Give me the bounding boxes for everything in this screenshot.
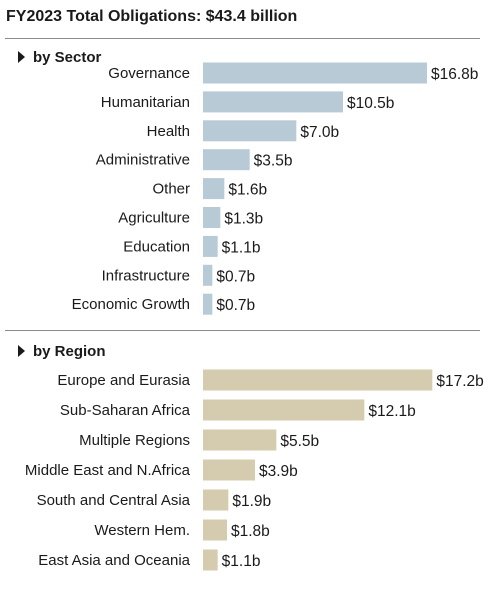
sector-bar — [203, 264, 213, 286]
sector-value-label: $0.7b — [216, 297, 255, 314]
region-category-label: Europe and Eurasia — [57, 372, 190, 389]
region-category-label: Middle East and N.Africa — [25, 462, 191, 479]
region-bar — [203, 399, 365, 421]
region-bar — [203, 519, 227, 541]
region-category-label: Multiple Regions — [79, 432, 190, 449]
sector-value-label: $1.1b — [222, 239, 261, 256]
region-bar — [203, 429, 277, 451]
chart-title: FY2023 Total Obligations: $43.4 billion — [6, 8, 298, 25]
sector-value-label: $7.0b — [300, 124, 339, 141]
title-divider — [5, 38, 480, 39]
sector-value-label: $10.5b — [347, 95, 394, 112]
sector-category-label: Governance — [108, 65, 190, 82]
sector-value-label: $1.3b — [224, 211, 263, 228]
sector-bar — [203, 149, 250, 171]
region-category-label: East Asia and Oceania — [38, 552, 190, 569]
sector-bar — [203, 120, 297, 142]
region-category-label: Western Hem. — [94, 522, 190, 539]
sector-category-label: Health — [147, 123, 190, 140]
sector-bar — [203, 91, 343, 113]
sector-category-label: Agriculture — [118, 210, 190, 227]
caret-right-icon — [18, 345, 25, 357]
caret-right-icon — [18, 51, 25, 63]
region-value-label: $12.1b — [368, 403, 415, 420]
region-value-label: $1.9b — [232, 493, 271, 510]
region-value-label: $3.9b — [259, 463, 298, 480]
sector-category-label: Infrastructure — [102, 267, 190, 284]
section-divider — [5, 330, 480, 331]
sector-category-label: Education — [123, 238, 190, 255]
sector-category-label: Administrative — [96, 152, 190, 169]
region-category-label: South and Central Asia — [37, 492, 191, 509]
sector-category-label: Economic Growth — [72, 296, 190, 313]
region-heading: by Region — [33, 343, 106, 360]
sector-bar — [203, 235, 218, 257]
region-bar — [203, 549, 218, 571]
region-bar — [203, 459, 255, 481]
sector-bar — [203, 62, 427, 84]
sector-value-label: $16.8b — [431, 66, 478, 83]
sector-bar — [203, 207, 221, 228]
sector-value-label: $3.5b — [254, 153, 293, 170]
sector-value-label: $1.6b — [228, 182, 267, 199]
region-bar — [203, 489, 229, 511]
sector-category-label: Humanitarian — [101, 94, 190, 111]
sector-value-label: $0.7b — [216, 268, 255, 285]
sector-category-label: Other — [152, 181, 190, 198]
sector-bar — [203, 293, 213, 315]
region-value-label: $5.5b — [280, 433, 319, 450]
sector-heading: by Sector — [33, 49, 102, 66]
region-value-label: $1.8b — [231, 523, 270, 540]
region-value-label: $17.2b — [436, 373, 483, 390]
sector-bar — [203, 178, 225, 200]
region-category-label: Sub-Saharan Africa — [60, 402, 191, 419]
region-bar — [203, 369, 433, 391]
region-value-label: $1.1b — [222, 553, 261, 570]
